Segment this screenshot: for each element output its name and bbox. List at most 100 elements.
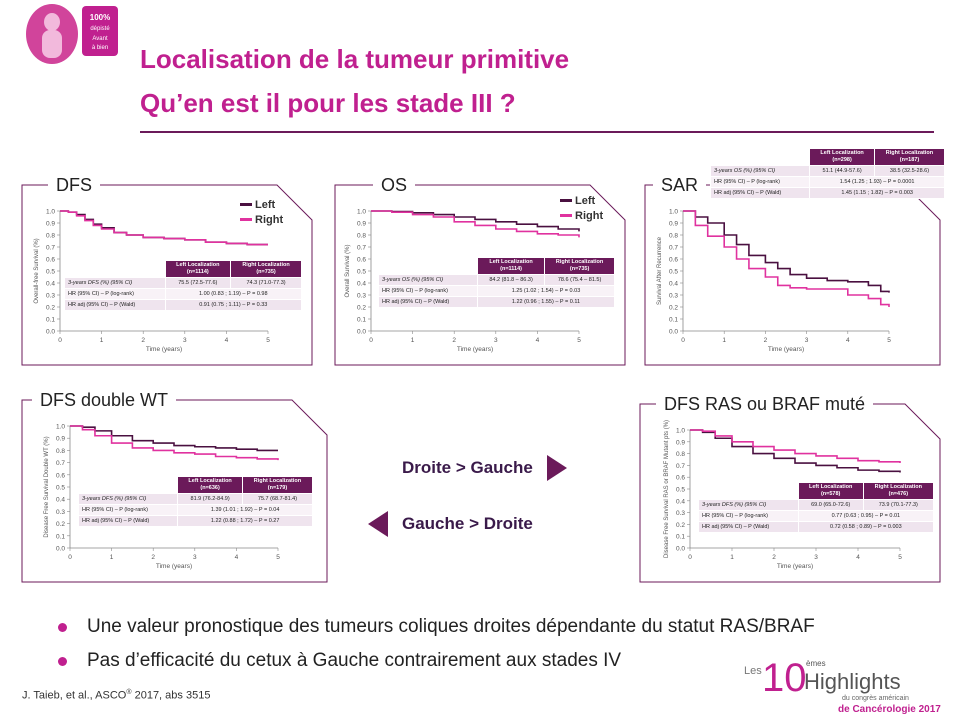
bullet-dot-icon <box>58 622 67 632</box>
series-line-right <box>690 429 901 464</box>
y-tick-label: 0.3 <box>357 293 366 300</box>
bullet-dot-icon <box>58 656 67 666</box>
x-axis-label: Time (years) <box>156 563 192 570</box>
triangle-left-icon <box>368 511 388 537</box>
y-tick-label: 0.9 <box>46 221 55 228</box>
series-line-right <box>60 210 268 246</box>
x-tick-label: 3 <box>814 554 818 561</box>
arrow-right-label: Droite > Gauche <box>402 458 533 477</box>
y-tick-label: 0.9 <box>357 221 366 228</box>
x-tick-label: 4 <box>856 554 860 561</box>
x-tick-label: 5 <box>577 337 581 344</box>
panel-label-dfs-wt: DFS double WT <box>32 389 177 411</box>
chart-os: 0.0 0.1 0.2 0.3 0.4 0.5 0.6 0.7 0.8 0.9 1.0 0 1 2 3 4 5 T… <box>345 209 581 354</box>
x-tick-label: 5 <box>266 337 270 344</box>
y-tick-label: 0.7 <box>357 245 366 252</box>
y-tick-label: 0.0 <box>669 329 678 336</box>
y-tick-label: 0.6 <box>669 257 678 264</box>
row-label: 3-years DFS (%) (95% CI) <box>64 277 166 289</box>
panel-frame <box>21 399 328 583</box>
cell: 1.54 (1.25 ; 1.93) – P = 0.0001 <box>809 176 945 188</box>
y-tick-label: 1.0 <box>46 209 55 216</box>
y-tick-label: 0.1 <box>676 534 685 541</box>
y-tick-label: 1.0 <box>669 209 678 216</box>
bullet-item: Une valeur pronostique des tumeurs coliq… <box>52 610 922 644</box>
x-tick-label: 3 <box>805 337 809 344</box>
cell: 0.77 (0.63 ; 0.95) – P = 0.01 <box>797 510 935 522</box>
th-right: Right Localization (n=187) <box>873 148 946 166</box>
cell: 74.3 (71.0-77.3) <box>230 277 302 289</box>
title-divider <box>140 131 934 133</box>
y-tick-label: 0.5 <box>56 485 65 492</box>
row-label: 3-years DFS (%) (95% CI) <box>77 493 179 505</box>
th-right: Right Localization (n=735) <box>230 260 302 278</box>
y-tick-label: 0.0 <box>46 329 55 336</box>
y-tick-label: 0.4 <box>676 498 685 505</box>
panel-frame <box>334 184 626 366</box>
y-tick-label: 0.3 <box>669 293 678 300</box>
x-tick-label: 1 <box>722 337 726 344</box>
th-right: Right Localization (n=476) <box>862 482 935 500</box>
y-tick-label: 0.9 <box>676 439 685 446</box>
row-label: HR (95% CI) – P (log-rank) <box>378 285 478 297</box>
panel-frame <box>21 184 313 366</box>
table-corner <box>77 476 179 494</box>
y-tick-label: 0.9 <box>669 221 678 228</box>
triangle-right-icon <box>546 455 567 481</box>
x-axis-label: Time (years) <box>777 563 813 570</box>
x-axis-label: Time (years) <box>146 346 182 353</box>
y-tick-label: 0.1 <box>357 317 366 324</box>
row-label: HR (95% CI) – P (log-rank) <box>698 510 799 522</box>
y-axis-label: Disease Free Survival Double WT (%) <box>44 436 50 537</box>
y-tick-label: 0.3 <box>46 293 55 300</box>
y-tick-label: 0.4 <box>46 281 55 288</box>
legend-right: Right <box>560 208 603 223</box>
th-left: Left Localization (n=578) <box>797 482 864 500</box>
x-tick-label: 3 <box>193 554 197 561</box>
highlights-logo: Les 10 èmes Highlights du congrès améric… <box>744 656 941 715</box>
y-tick-label: 0.8 <box>46 233 55 240</box>
y-tick-label: 0.2 <box>56 521 65 528</box>
y-tick-label: 0.1 <box>669 317 678 324</box>
legend-label-left: Left <box>255 198 276 211</box>
chart-dfs: 0.0 0.1 0.2 0.3 0.4 0.5 0.6 0.7 0.8 0.9 1.0 0 1 2 3 4 5 T… <box>34 209 270 354</box>
cell: 69.0 (65.0-72.6) <box>797 499 864 511</box>
stats-table-os: Left Localization (n=1114) Right Localizat… <box>378 257 616 308</box>
y-tick-label: 0.2 <box>676 522 685 529</box>
legend-swatch-left <box>560 199 572 202</box>
cell: 73.9 (70.1-77.3) <box>862 499 935 511</box>
arrow-gauche-droite: Gauche > Droite <box>368 511 533 537</box>
x-tick-label: 1 <box>100 337 104 344</box>
stats-table-sar: Left Localization (n=298) Right Localizati… <box>709 148 946 199</box>
y-tick-label: 1.0 <box>56 424 65 431</box>
y-tick-label: 0.5 <box>676 487 685 494</box>
x-tick-label: 1 <box>110 554 114 561</box>
legend-label-right: Right <box>255 213 284 226</box>
y-axis-label: Survival After Recurrence <box>657 236 663 305</box>
stats-table-dfs-mut: Left Localization (n=578) Right Localizati… <box>698 482 935 533</box>
y-tick-label: 1.0 <box>357 209 366 216</box>
legend-swatch-left <box>240 203 252 206</box>
row-label: 3-years OS (%) (95% CI) <box>709 165 811 177</box>
y-tick-label: 0.5 <box>669 269 678 276</box>
legend: Left Right <box>560 193 603 223</box>
page-title-line-2: Qu’en est il pour les stade III ? <box>140 88 516 118</box>
th-left: Left Localization (n=1114) <box>476 257 546 275</box>
y-tick-label: 0.4 <box>56 497 65 504</box>
x-tick-label: 0 <box>688 554 692 561</box>
legend-right: Right <box>240 212 283 227</box>
bullet-item: Pas d’efficacité du cetux à Gauche contr… <box>52 644 922 678</box>
x-tick-label: 5 <box>898 554 902 561</box>
y-tick-label: 0.2 <box>357 305 366 312</box>
row-label: HR adj (95% CI) – P (Wald) <box>378 296 478 308</box>
x-tick-label: 4 <box>235 554 239 561</box>
y-tick-label: 0.0 <box>56 546 65 553</box>
stats-table-dfs: Left Localization (n=1114) Right Localizat… <box>64 260 303 311</box>
panel-label-dfs-mut: DFS RAS ou BRAF muté <box>656 393 874 415</box>
x-tick-label: 2 <box>151 554 155 561</box>
y-tick-label: 0.8 <box>669 233 678 240</box>
panel-os: OS 0.0 0.1 0.2 0.3 0.4 0.5 0.6 0.7 0.8 0.9 1.0 0 1 2 3… <box>334 174 626 366</box>
panel-label-sar: SAR <box>653 174 707 196</box>
row-label: HR adj (95% CI) – P (Wald) <box>77 515 179 527</box>
th-left: Left Localization (n=298) <box>809 148 875 166</box>
